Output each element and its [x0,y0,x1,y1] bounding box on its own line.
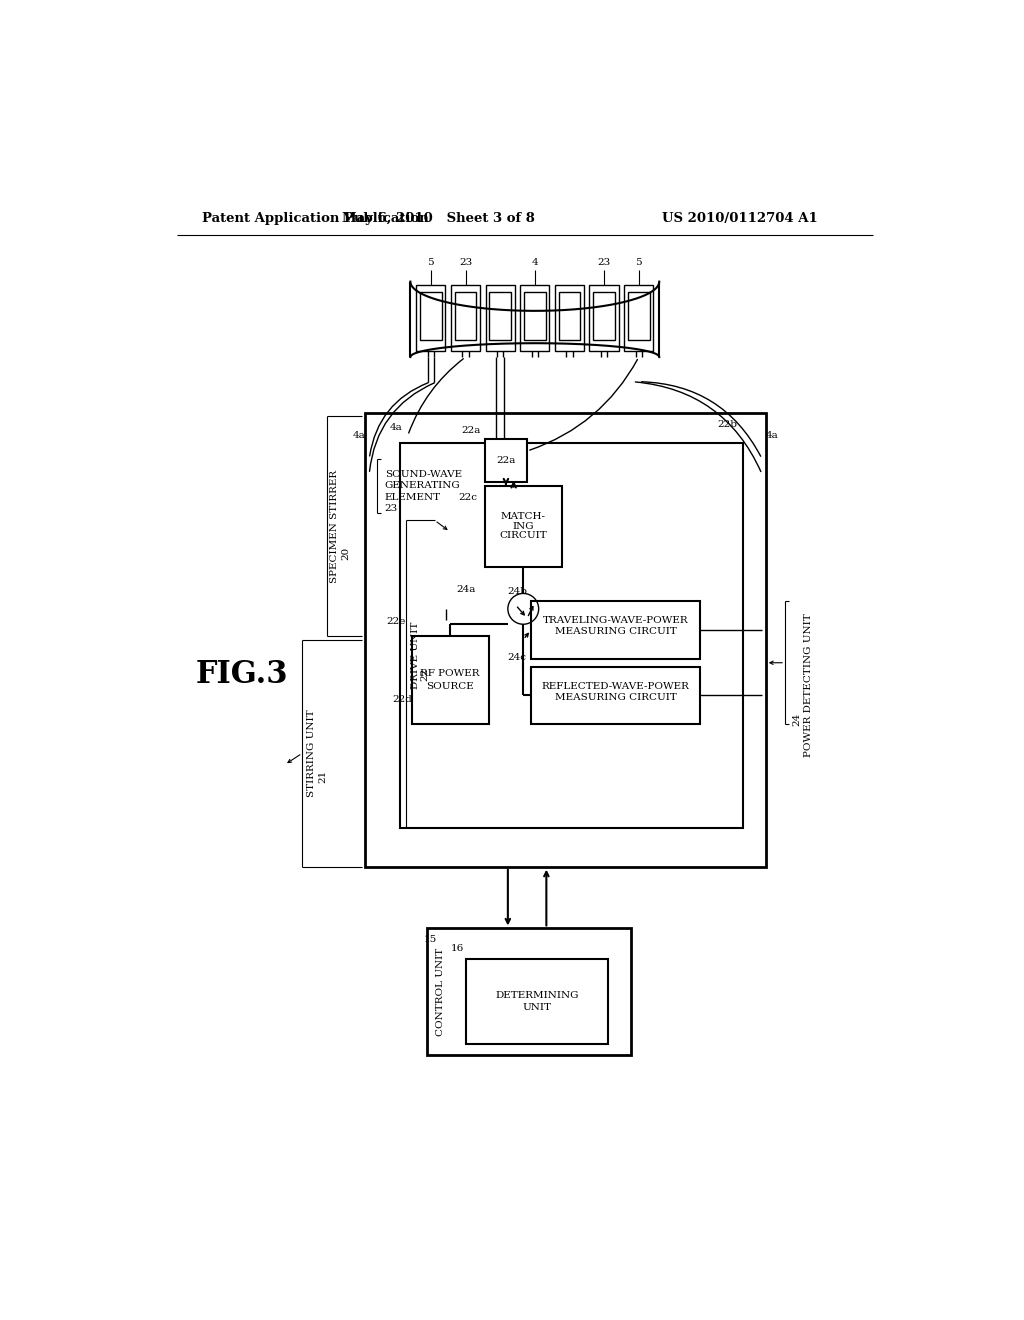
Text: POWER DETECTING UNIT: POWER DETECTING UNIT [804,614,813,756]
Text: MEASURING CIRCUIT: MEASURING CIRCUIT [555,627,677,636]
Text: 16: 16 [452,944,465,953]
Bar [593,292,614,341]
Text: DETERMINING: DETERMINING [495,991,579,999]
Bar [466,960,608,1044]
Text: MATCH-: MATCH- [501,512,546,521]
Text: 21: 21 [318,770,328,783]
Text: May 6, 2010   Sheet 3 of 8: May 6, 2010 Sheet 3 of 8 [342,213,535,224]
Bar [412,636,488,725]
Bar [485,285,515,351]
Text: MEASURING CIRCUIT: MEASURING CIRCUIT [555,693,677,701]
Text: 24: 24 [793,713,801,726]
Text: 4a: 4a [353,432,366,440]
Text: GENERATING: GENERATING [385,482,461,490]
Bar [555,285,584,351]
Text: 22: 22 [420,668,429,681]
Text: DRIVE UNIT: DRIVE UNIT [411,622,420,689]
Text: RF POWER: RF POWER [421,669,480,678]
Bar [625,285,653,351]
Text: Patent Application Publication: Patent Application Publication [202,213,429,224]
Text: 5: 5 [636,257,642,267]
Bar [484,440,527,482]
Text: CONTROL UNIT: CONTROL UNIT [436,948,445,1036]
Bar [531,667,700,725]
Bar [559,292,581,341]
Text: SOUND-WAVE: SOUND-WAVE [385,470,462,479]
Text: SOURCE: SOURCE [426,681,474,690]
Bar [451,285,480,351]
Bar [400,444,742,829]
Bar [590,285,618,351]
Text: 22b: 22b [717,420,737,429]
Text: 23: 23 [459,257,472,267]
Bar [520,285,550,351]
Text: 15: 15 [424,936,437,944]
Text: 4: 4 [531,257,539,267]
Text: 23: 23 [385,504,398,513]
Text: 24a: 24a [456,585,475,594]
Bar [484,486,562,566]
Text: 22a: 22a [497,457,516,465]
Text: 4a: 4a [390,424,402,433]
Text: 24c: 24c [508,653,526,661]
Bar [427,928,631,1056]
Text: UNIT: UNIT [522,1003,551,1012]
Bar [420,292,441,341]
Text: 23: 23 [597,257,610,267]
Text: STIRRING UNIT: STIRRING UNIT [307,709,316,797]
Bar [628,292,649,341]
Text: ING: ING [512,521,535,531]
Bar [366,412,766,867]
Bar [524,292,546,341]
Bar [489,292,511,341]
Text: US 2010/0112704 A1: US 2010/0112704 A1 [662,213,817,224]
Text: TRAVELING-WAVE-POWER: TRAVELING-WAVE-POWER [543,616,688,626]
Text: 4a: 4a [766,432,778,440]
Text: 22c: 22c [459,492,477,502]
Text: 20: 20 [342,546,350,560]
Text: CIRCUIT: CIRCUIT [500,531,547,540]
Bar [416,285,445,351]
Text: FIG.3: FIG.3 [196,659,289,690]
Bar [531,601,700,659]
Bar [455,292,476,341]
Text: 22a: 22a [461,426,480,434]
Text: 24b: 24b [507,587,527,597]
Text: 5: 5 [428,257,434,267]
Text: SPECIMEN STIRRER: SPECIMEN STIRRER [330,470,339,582]
Text: 22d: 22d [392,694,413,704]
Text: REFLECTED-WAVE-POWER: REFLECTED-WAVE-POWER [542,681,689,690]
Text: ELEMENT: ELEMENT [385,492,440,502]
Text: 22e: 22e [386,618,406,627]
